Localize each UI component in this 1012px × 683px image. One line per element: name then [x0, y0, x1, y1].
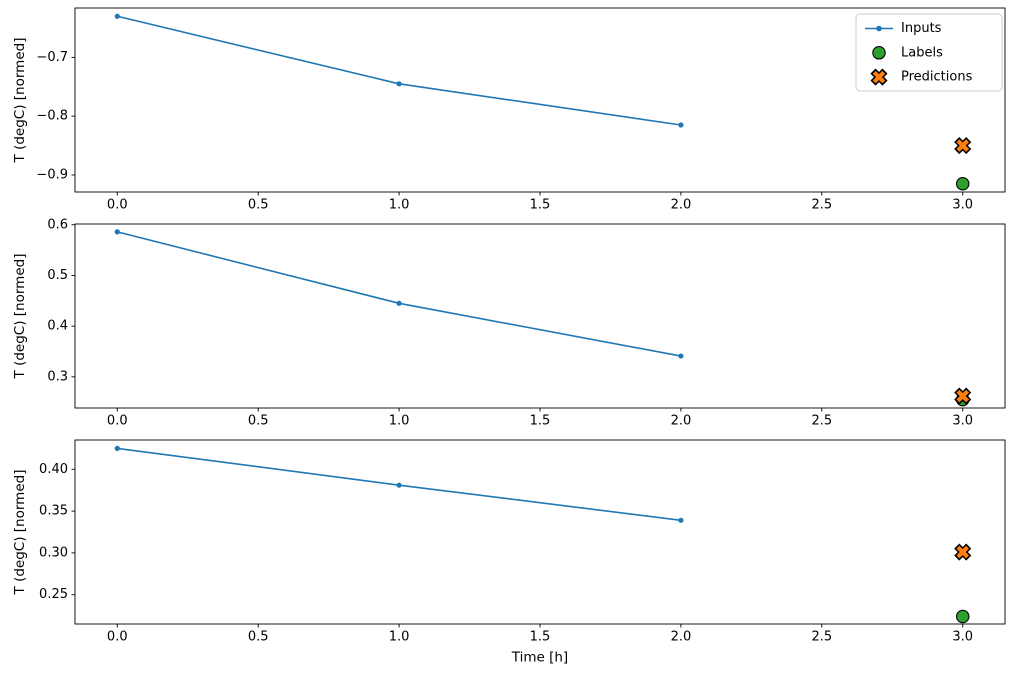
y-tick-label: 0.3 — [47, 369, 68, 384]
y-tick-label: 0.30 — [39, 545, 68, 560]
legend-label: Inputs — [901, 21, 942, 36]
x-tick-label: 2.0 — [671, 629, 692, 644]
series-predictions-marker — [954, 543, 972, 561]
y-tick-label: 0.6 — [47, 217, 68, 232]
y-tick-label: 0.5 — [47, 268, 68, 283]
x-tick-label: 0.0 — [107, 629, 128, 644]
y-axis-label: T (degC) [normed] — [12, 254, 28, 380]
series-inputs-line — [117, 231, 682, 357]
x-tick-label: 2.5 — [811, 629, 832, 644]
y-tick-label: 0.40 — [39, 462, 68, 477]
x-tick-label: 3.0 — [952, 629, 973, 644]
x-tick-label: 0.5 — [248, 413, 269, 428]
x-tick-label: 0.5 — [248, 629, 269, 644]
series-labels-marker — [955, 609, 970, 624]
legend-box — [855, 13, 1003, 92]
y-tick-label: 0.35 — [39, 504, 68, 519]
x-tick-label: 1.5 — [530, 197, 551, 212]
y-axis-label: T (degC) [normed] — [12, 38, 28, 164]
legend-entry-predictions: Predictions — [870, 68, 973, 86]
series-inputs-marker — [114, 229, 120, 235]
series-predictions-marker — [954, 137, 972, 155]
series-inputs-marker — [678, 517, 684, 523]
x-tick-label: 3.0 — [952, 197, 973, 212]
axes-border — [74, 439, 1006, 625]
legend-x-marker-icon — [870, 68, 888, 86]
x-tick-label: 1.5 — [530, 629, 551, 644]
legend-entry-labels: Labels — [872, 45, 943, 60]
x-tick-label: 1.5 — [530, 413, 551, 428]
legend-label: Predictions — [901, 70, 973, 85]
x-tick-label: 3.0 — [952, 413, 973, 428]
legend-circle-marker-icon — [872, 46, 886, 60]
subplot-3: 0.0 0.5 1.0 1.5 2.0 2.5 3.0 0.25 0.30 0.35 0.40 T (… — [12, 439, 1006, 666]
subplot-1: 0.0 0.5 1.0 1.5 2.0 2.5 3.0 −0.7 −0.8 −0.9 T (degC… — [12, 7, 1006, 212]
series-inputs-marker — [396, 300, 402, 306]
series-inputs-line — [117, 15, 682, 126]
x-tick-label: 2.5 — [811, 197, 832, 212]
x-tick-label: 2.5 — [811, 413, 832, 428]
x-tick-label: 2.0 — [671, 197, 692, 212]
subplot-2: 0.0 0.5 1.0 1.5 2.0 2.5 3.0 0.3 0.4 0.5 0.6 T (degC… — [12, 217, 1006, 428]
series-inputs-marker — [678, 122, 684, 128]
x-tick-label: 1.0 — [389, 197, 410, 212]
legend-label: Labels — [901, 45, 943, 60]
series-inputs-marker — [678, 353, 684, 359]
legend: Inputs Labels Predictions — [855, 13, 1003, 92]
x-tick-label: 2.0 — [671, 413, 692, 428]
x-tick-label: 0.0 — [107, 413, 128, 428]
series-labels-marker — [955, 177, 970, 191]
legend-dot-marker-icon — [876, 25, 882, 32]
y-tick-label: −0.8 — [36, 109, 68, 124]
y-axis-label: T (degC) [normed] — [12, 470, 28, 596]
x-tick-label: 1.0 — [389, 629, 410, 644]
x-tick-label: 1.0 — [389, 413, 410, 428]
y-tick-label: −0.7 — [36, 50, 68, 65]
series-inputs-marker — [396, 482, 402, 488]
legend-entry-inputs: Inputs — [865, 21, 942, 36]
x-axis-label: Time [h] — [511, 650, 568, 666]
series-inputs-marker — [114, 445, 120, 451]
series-inputs-marker — [396, 81, 402, 87]
y-tick-label: 0.4 — [47, 319, 68, 334]
x-tick-label: 0.5 — [248, 197, 269, 212]
y-tick-label: 0.25 — [39, 587, 68, 602]
y-tick-label: −0.9 — [36, 167, 68, 182]
x-tick-label: 0.0 — [107, 197, 128, 212]
series-inputs-marker — [114, 13, 120, 19]
axes-border — [74, 223, 1006, 409]
series-predictions-marker — [954, 387, 972, 405]
